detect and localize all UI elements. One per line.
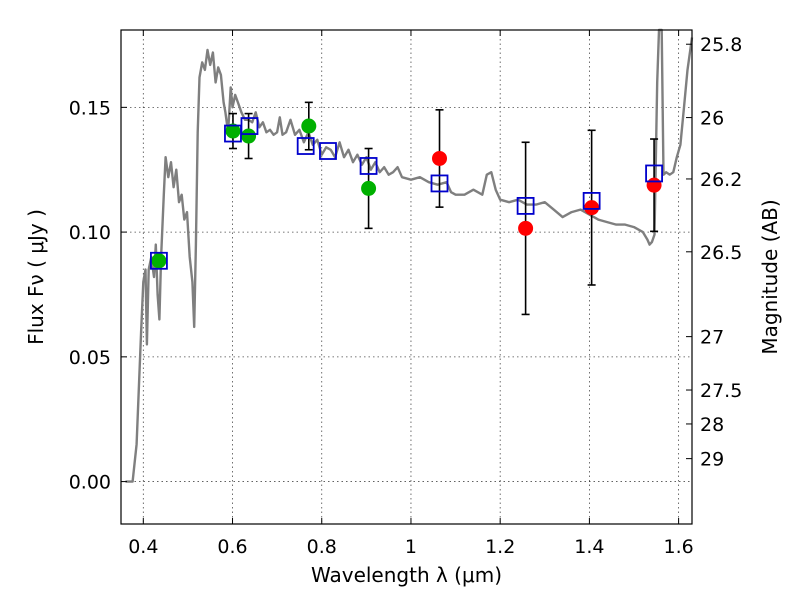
x-tick-label: 1 — [405, 536, 417, 558]
plot-frame — [120, 29, 693, 525]
right-tick-label: 26.5 — [700, 242, 742, 264]
model-point-square — [150, 251, 168, 270]
right-tick-label: 27 — [700, 327, 724, 349]
data-point-circle — [518, 220, 534, 236]
data-point-circle — [301, 118, 317, 134]
y-tick-label: 0.15 — [69, 97, 111, 119]
model-point-square — [240, 117, 259, 135]
x-tick-label: 0.8 — [307, 536, 337, 558]
y-tick-label: 0.05 — [69, 347, 111, 369]
y-tick-label: 0.10 — [69, 222, 111, 244]
right-tick-label: 26 — [700, 108, 724, 130]
x-tick-label: 0.6 — [217, 536, 247, 558]
y-tick-label: 0.00 — [69, 472, 111, 494]
right-tick-label: 26.2 — [700, 169, 742, 191]
data-point-circle — [584, 200, 600, 216]
right-tick-label: 27.5 — [700, 380, 742, 402]
axis-ticks: 0.4 0.6 0.8 1 1.2 1.4 1.6 0.00 0.05 0.10 0.15 25.8 2… — [69, 30, 742, 558]
data-point-circle — [646, 177, 662, 193]
model-point-square — [430, 174, 449, 193]
data-markers — [150, 117, 663, 270]
spectrum-model-curve — [125, 28, 694, 483]
data-point-circle — [241, 128, 257, 144]
spectrum-model-curve-layer — [125, 28, 694, 483]
right-tick-label: 25.8 — [700, 34, 742, 56]
model-point-square — [359, 157, 378, 175]
model-point-square — [296, 137, 315, 155]
x-tick-label: 1.2 — [485, 536, 515, 558]
right-tick-label: 28 — [700, 414, 724, 436]
right-axis-label: Magnitude (AB) — [758, 199, 782, 354]
data-point-circle — [432, 150, 448, 166]
y-axis-label: Flux Fν ( μJy ) — [24, 209, 48, 345]
data-point-circle — [361, 180, 377, 196]
data-point-circle — [151, 253, 167, 269]
right-tick-label: 29 — [700, 449, 724, 471]
model-point-square — [319, 142, 337, 160]
grid-lines — [121, 30, 692, 524]
x-tick-label: 0.4 — [128, 536, 158, 558]
x-tick-label: 1.6 — [664, 536, 694, 558]
data-point-circle — [225, 123, 241, 139]
model-point-square — [645, 164, 663, 183]
model-point-square — [582, 192, 601, 210]
x-axis-label: Wavelength λ (μm) — [311, 563, 502, 587]
model-point-square — [516, 196, 535, 215]
x-tick-label: 1.4 — [574, 536, 604, 558]
